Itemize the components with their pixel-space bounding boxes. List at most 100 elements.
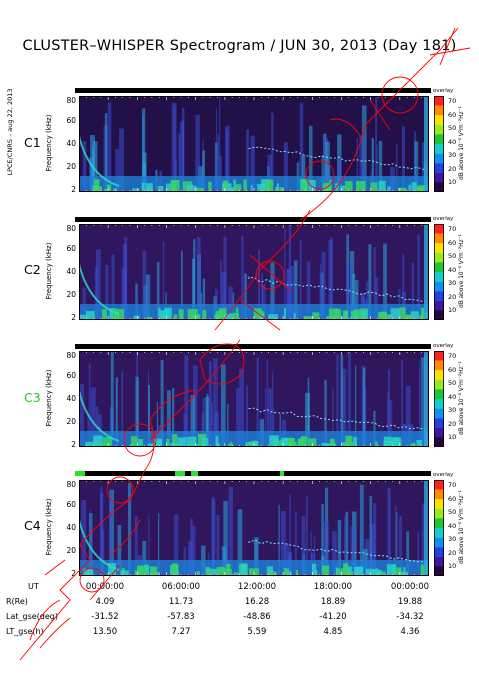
y-tick-label: 40 bbox=[66, 139, 76, 148]
spectrogram-c4 bbox=[79, 480, 429, 576]
x-tick-label: 00:00:00 bbox=[390, 582, 430, 592]
colorbar-c1 bbox=[434, 96, 444, 193]
orbit-value: 13.50 bbox=[92, 627, 118, 637]
orbit-value: 16.28 bbox=[244, 597, 270, 607]
spacecraft-label-c4: C4 bbox=[24, 518, 41, 533]
y-tick-label: 40 bbox=[66, 523, 76, 532]
colorbar-overlay-label: overlay bbox=[433, 216, 454, 222]
colorbar-tick-label: 50 bbox=[448, 252, 457, 260]
colorbar-tick-label: 50 bbox=[448, 124, 457, 132]
x-tick-label: 00:00:00 bbox=[85, 582, 125, 592]
status-mark bbox=[175, 471, 185, 476]
spectrogram-c1 bbox=[79, 96, 429, 192]
colorbar-tick-label: 60 bbox=[448, 110, 457, 119]
colorbar-tick-label: 10 bbox=[448, 306, 457, 314]
colorbar-tick-label: 60 bbox=[448, 494, 457, 503]
status-bar-c3 bbox=[75, 344, 431, 349]
colorbar-tick-label: 20 bbox=[448, 292, 457, 301]
colorbar-tick-label: 40 bbox=[448, 521, 457, 530]
colorbar-tick-label: 10 bbox=[448, 562, 457, 570]
credit-text: LPCE/CNRS – aug 22, 2013 bbox=[6, 88, 14, 176]
orbit-value: -41.20 bbox=[319, 612, 347, 622]
status-bar-c4 bbox=[75, 471, 431, 476]
colorbar-tick-label: 60 bbox=[448, 238, 457, 247]
orbit-value: -31.52 bbox=[91, 612, 119, 622]
y-tick-label: 2 bbox=[71, 569, 76, 579]
y-axis-label: Frequency (kHz) bbox=[45, 242, 53, 300]
y-tick-label: 80 bbox=[66, 223, 76, 233]
colorbar-tick-label: 70 bbox=[448, 225, 457, 233]
y-tick-label: 60 bbox=[66, 370, 76, 380]
colorbar-tick-label: 70 bbox=[448, 97, 457, 105]
y-tick-label: 80 bbox=[66, 95, 76, 105]
colorbar-axis-label: dB above 10⁻⁸ V²m⁻²Hz⁻¹ bbox=[459, 490, 465, 564]
colorbar-axis-label: dB above 10⁻⁸ V²m⁻²Hz⁻¹ bbox=[459, 234, 465, 308]
colorbar-tick-label: 20 bbox=[448, 419, 457, 428]
y-axis-label: Frequency (kHz) bbox=[45, 114, 53, 172]
y-tick-label: 80 bbox=[66, 350, 76, 360]
orbit-value: 19.88 bbox=[397, 597, 423, 607]
status-mark bbox=[280, 471, 284, 476]
orbit-row-label: Lat_gse(deg) bbox=[6, 612, 58, 621]
orbit-value: -34.32 bbox=[396, 612, 424, 622]
colorbar-tick-label: 20 bbox=[448, 548, 457, 557]
colorbar-tick-label: 60 bbox=[448, 365, 457, 374]
orbit-value: 4.36 bbox=[400, 627, 420, 637]
y-tick-label: 60 bbox=[66, 115, 76, 125]
colorbar-c3 bbox=[434, 351, 444, 448]
spectrogram-c2 bbox=[79, 224, 429, 320]
x-tick-label: 12:00:00 bbox=[237, 582, 277, 592]
orbit-value: 4.09 bbox=[95, 597, 115, 607]
colorbar-tick-label: 40 bbox=[448, 392, 457, 401]
y-tick-label: 80 bbox=[66, 479, 76, 489]
colorbar-tick-label: 40 bbox=[448, 137, 457, 146]
colorbar-overlay-label: overlay bbox=[433, 472, 454, 478]
y-axis-label: Frequency (kHz) bbox=[45, 498, 53, 556]
colorbar-tick-label: 70 bbox=[448, 352, 457, 360]
colorbar-tick-label: 40 bbox=[448, 265, 457, 274]
y-tick-label: 40 bbox=[66, 267, 76, 276]
orbit-row-label: LT_gse(h) bbox=[6, 627, 44, 636]
colorbar-tick-label: 10 bbox=[448, 433, 457, 441]
colorbar-tick-label: 10 bbox=[448, 178, 457, 186]
orbit-value: 4.85 bbox=[323, 627, 343, 637]
y-tick-label: 2 bbox=[71, 185, 76, 195]
orbit-value: 11.73 bbox=[168, 597, 194, 607]
y-tick-label: 20 bbox=[66, 162, 76, 172]
status-bar-c2 bbox=[75, 217, 431, 222]
colorbar-tick-label: 20 bbox=[448, 164, 457, 173]
colorbar-overlay-label: overlay bbox=[433, 88, 454, 94]
x-tick-label: 18:00:00 bbox=[313, 582, 353, 592]
colorbar-tick-label: 50 bbox=[448, 379, 457, 387]
orbit-value: -57.83 bbox=[167, 612, 195, 622]
colorbar-tick-label: 50 bbox=[448, 508, 457, 516]
x-tick-label: 06:00:00 bbox=[161, 582, 201, 592]
status-mark bbox=[75, 471, 85, 476]
y-axis-label: Frequency (kHz) bbox=[45, 369, 53, 427]
spectrogram-c3 bbox=[79, 351, 429, 447]
credit-label: LPCE/CNRS – aug 22, 2013 bbox=[4, 64, 16, 214]
y-tick-label: 2 bbox=[71, 313, 76, 323]
colorbar-tick-label: 30 bbox=[448, 151, 457, 159]
colorbar-axis-label: dB above 10⁻⁸ V²m⁻²Hz⁻¹ bbox=[459, 361, 465, 435]
spacecraft-label-c3: C3 bbox=[24, 390, 41, 405]
y-tick-label: 2 bbox=[71, 440, 76, 450]
colorbar-tick-label: 30 bbox=[448, 279, 457, 287]
y-tick-label: 60 bbox=[66, 499, 76, 509]
orbit-value: 18.89 bbox=[320, 597, 346, 607]
status-mark bbox=[191, 471, 198, 476]
colorbar-tick-label: 30 bbox=[448, 406, 457, 414]
colorbar-c4 bbox=[434, 480, 444, 577]
chart-title: CLUSTER–WHISPER Spectrogram / JUN 30, 20… bbox=[22, 38, 457, 54]
orbit-value: 5.59 bbox=[247, 627, 267, 637]
spacecraft-label-c2: C2 bbox=[24, 262, 41, 277]
y-tick-label: 60 bbox=[66, 243, 76, 253]
colorbar-overlay-label: overlay bbox=[433, 343, 454, 349]
y-tick-label: 40 bbox=[66, 394, 76, 403]
colorbar-axis-label: dB above 10⁻⁸ V²m⁻²Hz⁻¹ bbox=[459, 106, 465, 180]
spacecraft-label-c1: C1 bbox=[24, 135, 41, 150]
orbit-row-label: R(Re) bbox=[6, 597, 28, 606]
colorbar-tick-label: 70 bbox=[448, 481, 457, 489]
orbit-value: -48.86 bbox=[243, 612, 271, 622]
orbit-value: 7.27 bbox=[171, 627, 191, 637]
